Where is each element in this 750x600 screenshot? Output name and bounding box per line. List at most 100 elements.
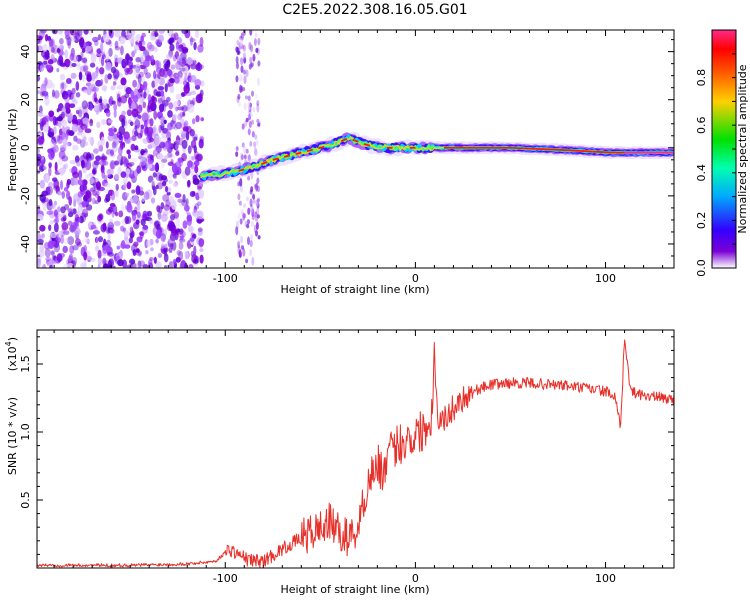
noise-speckle <box>60 217 66 222</box>
ridge-core <box>592 150 604 154</box>
noise-speckle <box>66 181 70 189</box>
noise-speckle <box>85 141 89 147</box>
colorbar-tick-label: 0.2 <box>695 212 708 230</box>
noise-speckle <box>41 233 45 238</box>
noise-speckle <box>42 165 47 170</box>
noise-speckle <box>92 36 99 43</box>
noise-speckle <box>239 152 243 162</box>
noise-speckle <box>143 110 148 117</box>
noise-speckle <box>163 177 168 183</box>
noise-speckle <box>102 98 108 106</box>
noise-speckle <box>254 32 258 38</box>
noise-speckle <box>160 202 165 210</box>
noise-speckle <box>247 101 251 111</box>
ridge-core <box>569 149 581 152</box>
noise-speckle <box>86 86 92 96</box>
noise-speckle <box>186 57 193 66</box>
noise-speckle <box>76 63 82 71</box>
noise-speckle <box>73 32 81 40</box>
noise-speckle <box>44 242 50 250</box>
noise-speckle <box>95 245 99 252</box>
noise-speckle <box>162 70 168 79</box>
noise-speckle <box>71 123 79 133</box>
noise-speckle <box>50 46 55 53</box>
noise-speckle <box>151 80 156 89</box>
noise-speckle <box>135 219 140 225</box>
noise-speckle <box>167 78 174 87</box>
noise-speckle <box>115 189 119 198</box>
noise-speckle <box>134 145 139 151</box>
noise-speckle <box>64 30 70 37</box>
noise-speckle <box>48 198 53 207</box>
noise-speckle <box>77 30 83 37</box>
noise-speckle <box>51 136 56 144</box>
noise-speckle <box>61 222 69 231</box>
noise-speckle <box>110 161 115 170</box>
noise-speckle <box>145 55 152 60</box>
noise-speckle <box>168 49 174 58</box>
noise-speckle <box>128 237 133 244</box>
noise-speckle <box>44 96 50 106</box>
noise-speckle <box>153 256 157 264</box>
noise-speckle <box>150 54 154 63</box>
noise-speckle <box>112 81 117 86</box>
noise-speckle <box>149 154 154 161</box>
noise-speckle <box>44 247 51 258</box>
noise-speckle <box>94 97 98 102</box>
noise-speckle <box>178 228 184 235</box>
noise-speckle <box>195 30 200 39</box>
noise-speckle <box>97 34 102 41</box>
noise-speckle <box>49 220 54 225</box>
noise-speckle <box>194 79 202 87</box>
noise-speckle <box>84 160 92 171</box>
noise-speckle <box>90 224 97 230</box>
noise-speckle <box>243 102 247 111</box>
noise-speckle <box>254 148 258 157</box>
noise-speckle <box>142 264 149 268</box>
noise-speckle <box>120 77 127 86</box>
noise-speckle <box>158 77 165 86</box>
noise-speckle <box>85 65 89 71</box>
noise-speckle <box>167 169 173 179</box>
noise-speckle <box>156 182 164 190</box>
noise-speckle <box>182 194 186 203</box>
noise-speckle <box>82 184 88 191</box>
noise-speckle <box>158 30 166 35</box>
noise-speckle <box>178 241 184 250</box>
noise-speckle <box>104 74 109 84</box>
noise-speckle <box>58 119 62 129</box>
noise-speckle <box>108 131 115 137</box>
noise-speckle <box>198 189 205 199</box>
noise-speckle <box>51 89 56 98</box>
noise-speckle <box>105 208 113 215</box>
noise-speckle <box>107 119 113 124</box>
noise-speckle <box>257 60 261 67</box>
noise-speckle <box>136 104 143 114</box>
noise-speckle <box>252 199 256 204</box>
noise-speckle <box>56 108 60 113</box>
noise-speckle <box>74 155 80 164</box>
noise-speckle <box>56 116 63 122</box>
noise-speckle <box>121 117 126 128</box>
noise-speckle <box>163 228 168 237</box>
noise-speckle <box>79 65 87 72</box>
noise-speckle <box>163 155 169 160</box>
noise-speckle <box>124 93 130 99</box>
noise-speckle <box>164 185 169 193</box>
noise-speckle <box>143 58 150 68</box>
noise-speckle <box>105 239 112 248</box>
noise-speckle <box>96 121 101 129</box>
noise-speckle <box>241 245 245 250</box>
noise-speckle <box>167 122 173 131</box>
noise-speckle <box>116 93 121 102</box>
noise-speckle <box>163 58 170 66</box>
noise-speckle <box>38 35 43 41</box>
noise-speckle <box>154 30 158 37</box>
noise-speckle <box>40 83 47 94</box>
noise-speckle <box>157 85 164 93</box>
noise-speckle <box>48 162 52 168</box>
noise-speckle <box>135 56 142 63</box>
noise-speckle <box>37 239 44 244</box>
noise-speckle <box>72 30 78 36</box>
noise-speckle <box>76 138 82 144</box>
